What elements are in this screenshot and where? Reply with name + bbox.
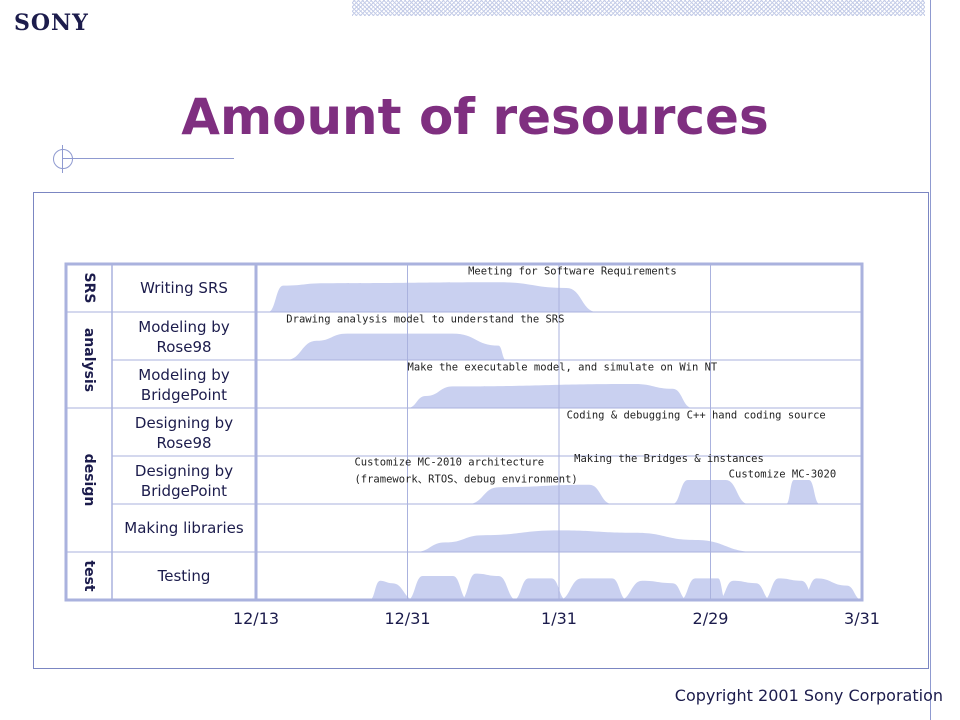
resource-area-row6-shape4 xyxy=(559,578,628,600)
row-label-4: Designing by BridgePoint xyxy=(135,462,233,500)
x-tick-label-4: 3/31 xyxy=(844,609,880,628)
resource-area-row6-shape5 xyxy=(619,580,688,600)
resource-area-row6-shape3 xyxy=(513,578,567,600)
annotation-row1-0: Drawing analysis model to understand the… xyxy=(286,314,564,326)
x-tick-label-0: 12/13 xyxy=(233,609,279,628)
content-frame xyxy=(33,192,929,669)
row-label-0: Writing SRS xyxy=(140,279,228,297)
x-tick-label-3: 2/29 xyxy=(693,609,729,628)
row-label-6: Testing xyxy=(157,567,211,585)
header-pattern xyxy=(352,0,925,16)
annotation-row4-2: Making the Bridges & instances xyxy=(574,453,764,465)
resource-area-row0-shape0 xyxy=(268,282,597,312)
resource-area-row6-shape8 xyxy=(763,578,817,600)
annotation-row3-0: Coding & debugging C++ hand coding sourc… xyxy=(567,410,826,422)
copyright-text: Copyright 2001 Sony Corporation xyxy=(674,686,943,705)
resource-area-row2-shape0 xyxy=(407,384,693,408)
resource-area-row6-shape6 xyxy=(680,578,726,600)
row-label-3: Designing by Rose98 xyxy=(135,414,233,452)
phase-label-0: SRS xyxy=(81,273,97,304)
resource-area-row6-shape2 xyxy=(460,573,517,600)
row-label-1: Modeling by Rose98 xyxy=(138,318,230,356)
resource-area-row5-shape0 xyxy=(415,530,756,552)
resource-area-row4-shape2 xyxy=(786,480,820,504)
resource-area-row6-shape0 xyxy=(369,580,416,600)
phase-label-2: design xyxy=(81,454,97,507)
annotation-row0-0: Meeting for Software Requirements xyxy=(468,266,677,278)
right-decor-line xyxy=(930,0,931,720)
x-tick-label-2: 1/31 xyxy=(541,609,577,628)
resource-area-row4-shape0 xyxy=(468,484,613,504)
resource-area-row6-shape9 xyxy=(801,578,862,600)
annotation-row2-0: Make the executable model, and simulate … xyxy=(408,362,718,374)
annotation-row4-0: Customize MC-2010 architecture xyxy=(354,457,544,469)
annotation-row4-3: Customize MC-3020 xyxy=(729,469,836,481)
annotation-row4-1: (framework、RTOS、debug environment) xyxy=(354,473,577,485)
resource-area-row1-shape0 xyxy=(286,333,506,360)
sony-logo: SONY xyxy=(14,10,89,36)
row-label-5: Making libraries xyxy=(124,519,244,537)
chart-border xyxy=(64,262,864,602)
title-rule xyxy=(62,158,234,159)
x-tick-label-1: 12/31 xyxy=(384,609,430,628)
resource-area-row6-shape7 xyxy=(718,580,772,600)
title-circle-ornament xyxy=(53,149,73,169)
page-title: Amount of resources xyxy=(181,88,769,146)
resource-area-row6-shape1 xyxy=(407,576,469,600)
phase-label-1: analysis xyxy=(81,328,97,392)
row-label-2: Modeling by BridgePoint xyxy=(138,366,230,404)
phase-label-3: test xyxy=(81,560,97,592)
